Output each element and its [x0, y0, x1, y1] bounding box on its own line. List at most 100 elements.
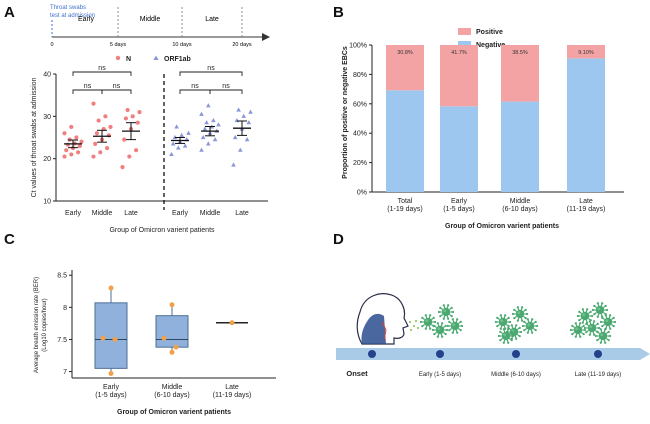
- significance-bracket: [179, 89, 211, 94]
- virus-spike-tip: [450, 315, 453, 318]
- virus-spike-tip: [612, 316, 615, 319]
- bar-negative: [440, 106, 478, 192]
- bar-data-label: 41.7%: [451, 50, 467, 56]
- virus-icon: [511, 306, 529, 322]
- data-point: [69, 152, 74, 157]
- virus-spike-tip: [574, 322, 577, 325]
- virus-highlight: [600, 333, 604, 337]
- data-point: [77, 143, 82, 149]
- virus-spike-tip: [569, 328, 573, 332]
- data-point: [74, 135, 79, 140]
- virus-icon: [576, 308, 594, 324]
- virus-spike-tip: [499, 339, 502, 342]
- x-tick-label-line2: (1-5 days): [95, 392, 127, 399]
- data-point: [103, 114, 108, 119]
- x-tick-label-line1: Total: [398, 198, 413, 205]
- data-point: [130, 114, 135, 119]
- box: [155, 315, 189, 348]
- virus-spike-tip: [531, 318, 534, 321]
- virus-body: [501, 331, 511, 341]
- data-point: [174, 124, 179, 129]
- virus-spike-tip: [496, 325, 499, 328]
- legend-swatch-positive: [458, 28, 471, 35]
- virus-spike-tip: [596, 302, 599, 305]
- data-point: [105, 145, 110, 151]
- virus-body: [525, 321, 535, 331]
- x-tick-label-line2: (6-10 days): [502, 206, 537, 213]
- x-tick-label: Late: [124, 210, 138, 217]
- virus-spike-tip: [439, 315, 442, 318]
- virus-spike-tip: [576, 314, 580, 318]
- data-point: [179, 132, 184, 137]
- breath-droplet: [416, 326, 420, 330]
- x-tick-label-line1: Early: [103, 384, 119, 391]
- virus-spike-tip: [593, 313, 596, 316]
- virus-spike-tip: [518, 326, 521, 329]
- virus-spike-tip: [419, 320, 422, 324]
- virus-spike-tip: [601, 302, 604, 305]
- virus-spike-tip: [526, 318, 529, 321]
- virus-icon: [569, 322, 587, 338]
- head-throat: [381, 321, 387, 341]
- data-point: [135, 120, 140, 125]
- y-tick-label: 40%: [353, 131, 367, 138]
- bar-positive: [440, 45, 478, 107]
- y-tick-label: 20: [43, 156, 51, 163]
- panel-label-d: D: [333, 231, 344, 248]
- data-point: [212, 137, 218, 142]
- y-tick-label: 7: [63, 369, 67, 376]
- data-point: [246, 120, 252, 125]
- x-tick-label-line2: (1-5 days): [443, 206, 475, 213]
- virus-spike-tip: [510, 339, 513, 342]
- virus-spike-tip: [441, 322, 444, 325]
- y-tick-label: 100%: [349, 43, 367, 50]
- virus-spike-tip: [499, 330, 502, 333]
- virus-icon: [437, 304, 455, 320]
- x-tick-label-line2: (11-19 days): [213, 392, 252, 399]
- virus-highlight: [425, 319, 429, 323]
- legend-swatch-negative: [458, 41, 471, 48]
- virus-spike-tip: [571, 333, 574, 336]
- virus-spike-tip: [516, 319, 519, 322]
- data-point: [202, 126, 208, 131]
- virus-body: [603, 317, 613, 327]
- timeline-tick-0: 0: [50, 42, 53, 48]
- data-point: [64, 148, 69, 153]
- virus-spike-tip: [507, 328, 510, 331]
- virus-spike-tip: [599, 328, 602, 331]
- virus-icon: [419, 314, 437, 330]
- box-plot-ber: 7 7.5 8 8.5 Average breath emission rate (BE…: [34, 270, 276, 416]
- data-point: [232, 134, 238, 140]
- bar-negative: [386, 90, 424, 192]
- data-point: [172, 134, 178, 140]
- virus-spike-tip: [599, 320, 603, 324]
- timeline-dot: [512, 350, 520, 358]
- timeline-arrow: [336, 348, 650, 360]
- data-point: [125, 107, 130, 113]
- y-tick-label: 80%: [353, 72, 367, 79]
- y-tick-label: 60%: [353, 101, 367, 108]
- virus-spike-tip: [583, 326, 587, 330]
- bar-positive: [386, 45, 424, 91]
- panel-label-b: B: [333, 4, 344, 21]
- timeline-arrowhead: [262, 33, 270, 41]
- y-tick-label: 20%: [353, 160, 367, 167]
- data-point: [62, 131, 67, 136]
- virus-highlight: [582, 313, 586, 317]
- bar-positive: [501, 45, 539, 102]
- x-tick-label-line1: Middle: [510, 198, 531, 205]
- virus-body: [595, 305, 605, 315]
- virus-highlight: [527, 323, 531, 327]
- virus-spike-tip: [509, 320, 512, 324]
- data-point: [244, 137, 250, 142]
- data-point: [98, 150, 103, 155]
- virus-highlight: [589, 325, 593, 329]
- data-point: [108, 124, 113, 130]
- data-point: [100, 335, 106, 341]
- x-tick-label-line2: (6-10 days): [154, 392, 189, 399]
- x-tick-label: Middle: [92, 210, 113, 217]
- breath-droplet: [409, 328, 413, 332]
- virus-spike-tip: [433, 324, 436, 327]
- data-point: [176, 145, 181, 150]
- significance-bracket: [72, 89, 103, 94]
